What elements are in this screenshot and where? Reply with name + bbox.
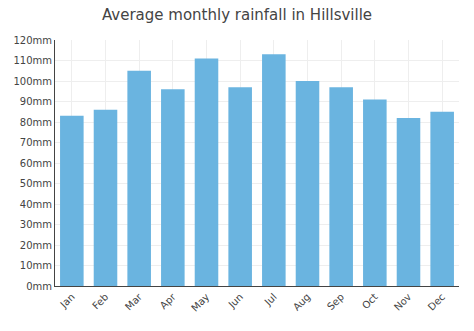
svg-text:Jan: Jan [57, 291, 76, 310]
svg-text:0mm: 0mm [26, 281, 52, 292]
svg-text:Aug: Aug [291, 291, 313, 313]
svg-text:100mm: 100mm [13, 76, 52, 87]
svg-text:Oct: Oct [360, 291, 380, 311]
svg-text:110mm: 110mm [13, 55, 52, 66]
svg-text:120mm: 120mm [13, 35, 52, 46]
svg-text:Nov: Nov [392, 291, 414, 313]
svg-text:30mm: 30mm [20, 219, 52, 230]
svg-text:Dec: Dec [426, 291, 447, 312]
svg-text:40mm: 40mm [20, 199, 52, 210]
svg-text:10mm: 10mm [20, 260, 52, 271]
svg-text:Jul: Jul [262, 291, 279, 308]
svg-text:60mm: 60mm [20, 158, 52, 169]
svg-text:Jun: Jun [226, 291, 246, 311]
svg-text:Feb: Feb [90, 291, 110, 311]
svg-text:90mm: 90mm [20, 96, 52, 107]
svg-text:80mm: 80mm [20, 117, 52, 128]
svg-text:May: May [189, 291, 211, 313]
svg-text:Average monthly rainfall in Hi: Average monthly rainfall in Hillsville [102, 6, 372, 24]
svg-text:50mm: 50mm [20, 178, 52, 189]
svg-text:Apr: Apr [158, 291, 179, 312]
svg-text:70mm: 70mm [20, 137, 52, 148]
svg-text:20mm: 20mm [20, 240, 52, 251]
svg-text:Sep: Sep [325, 291, 346, 312]
svg-text:Mar: Mar [123, 291, 145, 313]
